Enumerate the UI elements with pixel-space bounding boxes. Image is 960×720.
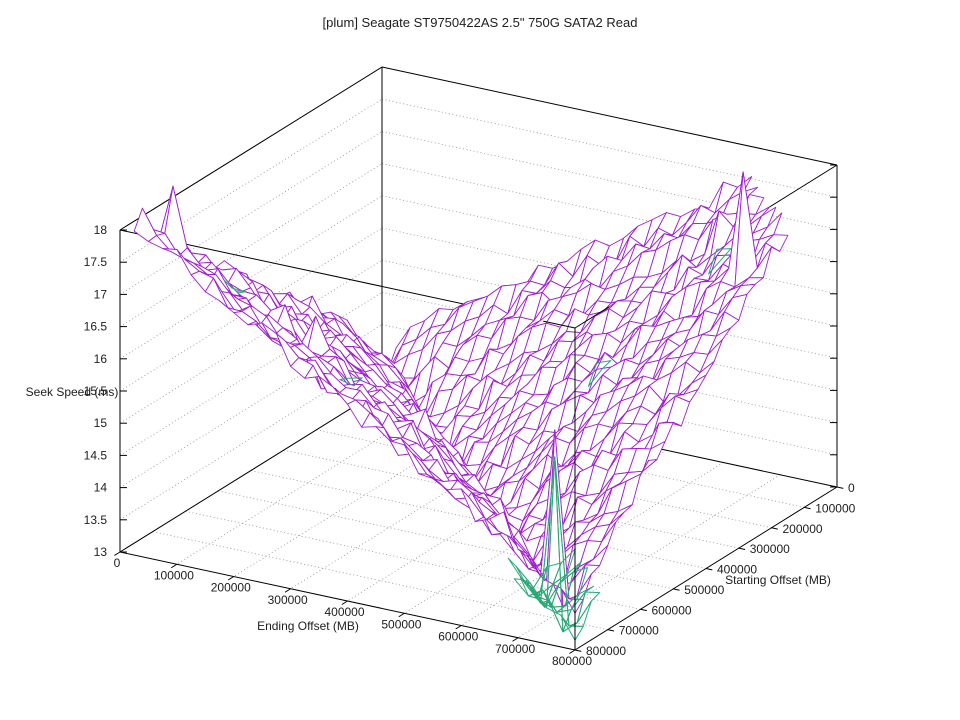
- x-tick-label: 200000: [211, 581, 251, 595]
- z-tick-label: 13.5: [84, 513, 108, 527]
- plot-geometry: 0 0 100000 100000 200000 200000 300000 300000 40…: [84, 66, 856, 668]
- x-tick-label: 400000: [324, 605, 364, 619]
- y-tick-label: 500000: [684, 583, 724, 597]
- z-tick-label: 13: [94, 545, 108, 559]
- y-tick-label: 400000: [717, 563, 757, 577]
- z-tick-label: 15: [94, 416, 108, 430]
- z-tick-label: 16.5: [84, 320, 108, 334]
- x-tick-label: 500000: [381, 617, 421, 631]
- y-axis-title: Starting Offset (MB): [725, 573, 831, 587]
- z-tick-label: 18: [94, 223, 108, 237]
- z-axis-title: Seek Speed (ms): [26, 385, 119, 399]
- y-tick-label: 0: [848, 481, 855, 495]
- surface-mesh-plum: [133, 171, 789, 614]
- x-tick-label: 600000: [438, 630, 478, 644]
- axis-tick-labels: 0 0 100000 100000 200000 200000 300000 300000 40…: [84, 223, 856, 668]
- x-tick-label: 300000: [268, 593, 308, 607]
- z-tick-label: 14: [94, 481, 108, 495]
- z-tick-label: 17.5: [84, 255, 108, 269]
- z-tick-label: 14.5: [84, 448, 108, 462]
- z-tick-label: 16: [94, 352, 108, 366]
- x-axis-title: Ending Offset (MB): [257, 619, 359, 633]
- y-tick-label: 700000: [619, 624, 659, 638]
- y-tick-label: 800000: [586, 644, 626, 658]
- x-tick-label: 0: [114, 556, 121, 570]
- x-tick-label: 800000: [552, 654, 592, 668]
- z-tick-label: 17: [94, 287, 108, 301]
- axis-ticks: [114, 164, 844, 654]
- x-tick-label: 700000: [495, 642, 535, 656]
- plot-title: [plum] Seagate ST9750422AS 2.5" 750G SAT…: [323, 15, 638, 30]
- y-tick-label: 300000: [750, 542, 790, 556]
- surface-mesh-green-valley: [507, 456, 601, 641]
- y-tick-label: 600000: [652, 603, 692, 617]
- x-tick-label: 100000: [154, 568, 194, 582]
- y-tick-label: 200000: [783, 522, 823, 536]
- y-tick-label: 100000: [815, 501, 855, 515]
- z-tick-label: 15.5: [84, 384, 108, 398]
